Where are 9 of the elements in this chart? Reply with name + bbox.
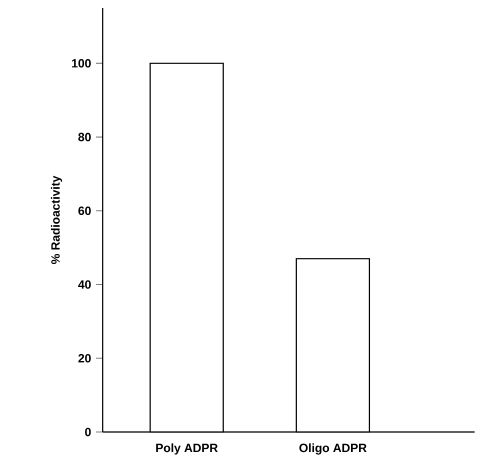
x-tick-label: Poly ADPR bbox=[156, 444, 218, 455]
y-tick-label: 100 bbox=[72, 59, 91, 68]
y-tick-label: 0 bbox=[85, 428, 91, 436]
x-tick-label: Oligo ADPR bbox=[299, 444, 367, 455]
y-axis-title: % Radioactivity bbox=[50, 176, 62, 264]
y-tick-label: 20 bbox=[78, 354, 91, 363]
y-tick-label: 40 bbox=[78, 280, 91, 289]
y-tick-label: 80 bbox=[78, 132, 91, 142]
y-tick-label: 60 bbox=[78, 206, 91, 216]
